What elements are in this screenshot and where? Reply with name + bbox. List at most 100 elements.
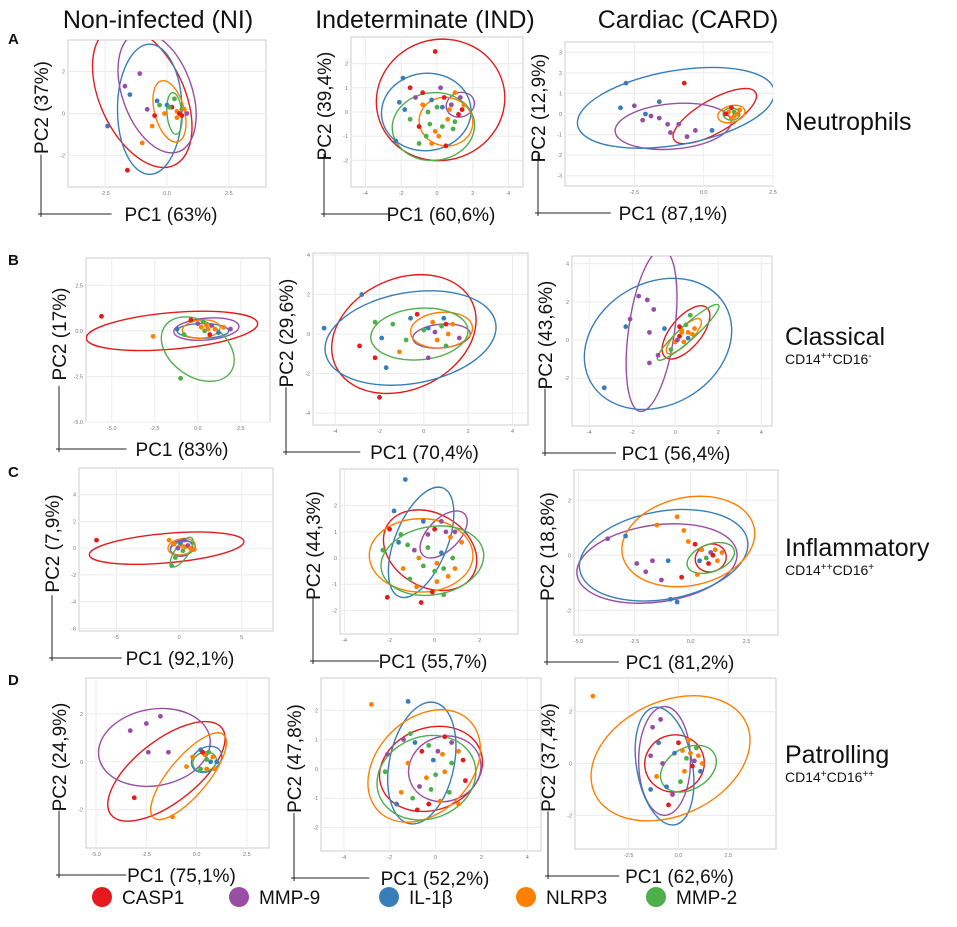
- x-tick-label: 0: [674, 430, 677, 436]
- data-point-nlrp3: [654, 774, 659, 779]
- marker-text: CD14: [785, 562, 821, 578]
- data-point-il-1β: [177, 540, 183, 546]
- cell-type-title: Neutrophils: [785, 108, 911, 136]
- x-tick-label: -2.5: [630, 190, 639, 196]
- data-point-mmp-2: [683, 322, 689, 328]
- y-tick-label: 0: [315, 767, 318, 773]
- x-tick-label: 4: [526, 855, 529, 861]
- data-point-mmp-9: [660, 761, 665, 766]
- x-axis-label: PC1 (62,6%): [625, 867, 734, 888]
- data-point-casp1: [443, 321, 449, 327]
- data-point-il-1β: [665, 558, 671, 564]
- data-point-mmp-2: [169, 563, 175, 568]
- data-point-nlrp3: [452, 566, 458, 571]
- data-point-il-1β: [127, 92, 133, 97]
- data-point-casp1: [676, 740, 681, 746]
- y-axis-label: PC2 (39,4%): [315, 52, 336, 161]
- data-point-nlrp3: [450, 321, 456, 327]
- y-axis-label: PC2 (43,6%): [536, 281, 557, 390]
- y-axis-label: PC2 (18,8%): [538, 492, 559, 601]
- data-point-mmp-9: [443, 529, 449, 535]
- legend-marker: [516, 887, 536, 907]
- data-point-casp1: [442, 734, 448, 740]
- plot-marks: [583, 256, 733, 413]
- data-point-nlrp3: [445, 331, 451, 337]
- data-point-il-1β: [667, 596, 673, 602]
- data-point-mmp-9: [122, 83, 128, 89]
- confidence-ellipse-nlrp3: [621, 495, 756, 588]
- pca-panel: -4 -2 0 2 4 4 2 0 -2 -4 PC1 (70,4%) PC2 (29,6%): [277, 252, 529, 464]
- data-point-casp1: [377, 394, 382, 400]
- data-point-il-1β: [154, 98, 160, 104]
- data-point-mmp-9: [449, 740, 455, 745]
- y-tick-label: 0: [569, 762, 572, 768]
- y-tick-label: -1: [343, 134, 348, 140]
- x-tick-label: 2: [467, 429, 470, 435]
- data-point-nlrp3: [682, 768, 687, 774]
- plot-marks: [590, 693, 751, 826]
- data-point-mmp-9: [667, 130, 673, 135]
- pca-panel: -5.0 -2.5 0.0 2.5 2 0 -2 PC1 (75,1%) PC2 (24,9%): [50, 677, 270, 887]
- plot-marks: [576, 66, 773, 151]
- data-point-nlrp3: [191, 547, 197, 552]
- confidence-ellipse-nlrp3: [150, 732, 228, 821]
- data-point-casp1: [426, 801, 432, 807]
- data-point-casp1: [706, 561, 711, 566]
- plot-marks: [91, 40, 197, 176]
- data-point-nlrp3: [440, 751, 445, 757]
- y-tick-label: -4: [305, 411, 310, 417]
- data-point-casp1: [384, 594, 390, 600]
- pca-panel: -5.0 -2.5 0.0 2.5 2.5 0.0 -2.5 -5.0 PC1 (83%) PC2…: [50, 257, 271, 461]
- data-point-nlrp3: [174, 115, 180, 121]
- confidence-ellipse-casp1: [382, 509, 478, 592]
- data-point-mmp-9: [228, 326, 233, 332]
- legend: CASP1 MMP-9 IL-1β NLRP3 MMP-2: [92, 887, 737, 909]
- data-point-nlrp3: [729, 115, 734, 121]
- confidence-ellipse-mmp-9: [117, 40, 197, 154]
- superscript: ++: [862, 769, 874, 780]
- y-tick-label: 2: [73, 519, 76, 525]
- data-point-casp1: [131, 795, 137, 801]
- data-point-mmp-9: [417, 784, 422, 789]
- confidence-ellipse-casp1: [88, 531, 245, 565]
- x-tick-label: 0.0: [675, 853, 683, 859]
- marker-text: CD16: [832, 562, 868, 578]
- y-tick-label: 0: [80, 760, 83, 766]
- y-tick-label: 0: [334, 556, 337, 562]
- x-axis-label: PC1 (63%): [125, 205, 218, 226]
- data-point-nlrp3: [692, 326, 697, 331]
- y-tick-label: -2.5: [74, 374, 83, 380]
- y-tick-label: 0: [307, 332, 310, 338]
- data-point-nlrp3: [400, 566, 406, 571]
- data-point-mmp-2: [446, 789, 452, 795]
- x-axis-label: PC1 (75,1%): [127, 866, 236, 887]
- data-point-nlrp3: [674, 514, 680, 520]
- y-axis-label: PC2 (12,9%): [529, 54, 550, 163]
- data-point-mmp-9: [432, 329, 438, 335]
- data-point-nlrp3: [715, 558, 720, 564]
- y-tick-label: 2.5: [75, 283, 83, 289]
- data-point-il-1β: [214, 759, 220, 765]
- data-point-mmp-9: [643, 569, 649, 575]
- x-tick-label: -5: [114, 635, 119, 641]
- x-tick-label: 2.5: [225, 191, 233, 197]
- data-point-nlrp3: [429, 141, 435, 146]
- x-tick-label: 2.5: [243, 852, 251, 858]
- data-point-mmp-9: [145, 749, 151, 755]
- legend-marker: [379, 887, 399, 907]
- y-tick-label: 0: [345, 110, 348, 116]
- legend-label: CASP1: [122, 888, 184, 909]
- data-point-mmp-9: [647, 330, 652, 335]
- plot-marks: [88, 531, 245, 568]
- data-point-casp1: [456, 112, 461, 117]
- confidence-ellipse-il-1β: [324, 290, 497, 386]
- x-tick-label: -4: [363, 191, 368, 197]
- cell-type-marker: CD14++CD16-: [785, 351, 872, 368]
- data-point-nlrp3: [690, 331, 695, 337]
- pca-panel: -4 -2 0 2 2 1 0 -1 -2 PC1 (55,7%) PC2 (44,3%): [304, 468, 519, 673]
- data-point-mmp-9: [665, 121, 671, 127]
- data-point-nlrp3: [424, 775, 429, 781]
- y-tick-label: 2: [62, 70, 65, 76]
- data-point-il-1β: [441, 315, 447, 321]
- x-tick-label: 0.0: [194, 426, 202, 432]
